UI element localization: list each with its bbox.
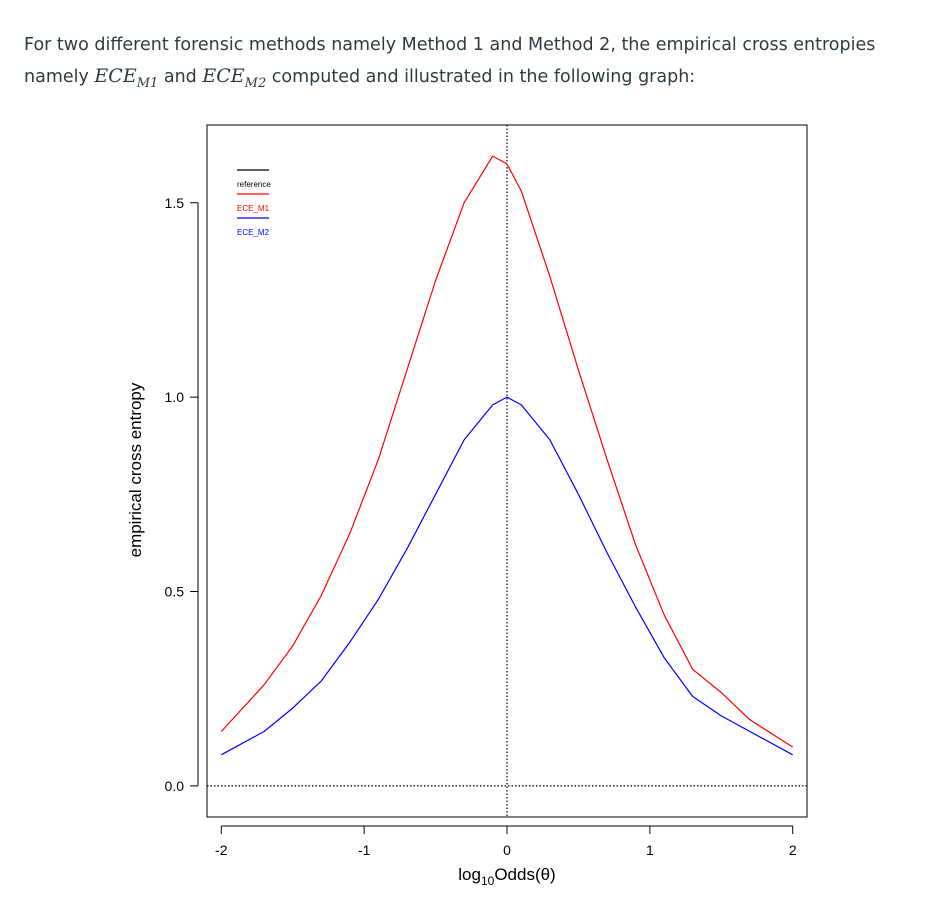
legend-label: ECE_M1 xyxy=(237,204,270,213)
ece-m2-base: ECE xyxy=(202,65,245,87)
ece-m1-sub: M1 xyxy=(136,75,159,91)
x-tick-label: 2 xyxy=(789,842,797,858)
legend: reference ECE_M1 ECE_M2 xyxy=(237,169,271,237)
question-line-1: For two different forensic methods namel… xyxy=(24,30,914,61)
x-tick-label: -1 xyxy=(358,842,371,858)
y-tick-label: 1.5 xyxy=(165,195,185,211)
x-axis-label-suffix: Odds(θ) xyxy=(494,865,555,884)
series-layer xyxy=(220,155,794,756)
question-line-2: namely ECEM1 and ECEM2 computed and illu… xyxy=(24,61,914,99)
legend-label: reference xyxy=(237,180,271,189)
x-axis-label-sub: 10 xyxy=(481,874,495,888)
ece-m1-base: ECE xyxy=(94,65,137,87)
question-part-2: namely xyxy=(24,67,95,87)
ece-m2-symbol: ECEM2 xyxy=(202,65,266,91)
ece-m2-sub: M2 xyxy=(244,75,267,91)
question-part-4: computed and illustrated in the followin… xyxy=(266,67,696,87)
ece-m1-symbol: ECEM1 xyxy=(94,65,158,91)
x-tick-label: -2 xyxy=(215,842,228,858)
x-axis: -2 -1 0 1 2 xyxy=(215,825,797,858)
x-axis-label: log10Odds(θ) xyxy=(458,865,555,888)
question-text: For two different forensic methods namel… xyxy=(24,30,914,99)
y-axis: 0.0 0.5 1.0 1.5 xyxy=(165,195,199,794)
x-axis-label-prefix: log xyxy=(458,865,481,884)
question-part-3: and xyxy=(158,67,203,87)
y-tick-label: 0.5 xyxy=(165,584,185,600)
y-tick-label: 1.0 xyxy=(165,389,185,405)
y-tick-label: 0.0 xyxy=(165,778,185,794)
question-part-1: For two different forensic methods namel… xyxy=(24,35,876,55)
x-tick-label: 1 xyxy=(646,842,654,858)
x-tick-label: 0 xyxy=(503,842,511,858)
y-axis-label: empirical cross entropy xyxy=(126,382,145,557)
legend-label: ECE_M2 xyxy=(237,228,270,237)
series-line-ece-m2 xyxy=(221,396,793,756)
series-line-ece-m1 xyxy=(220,155,794,748)
